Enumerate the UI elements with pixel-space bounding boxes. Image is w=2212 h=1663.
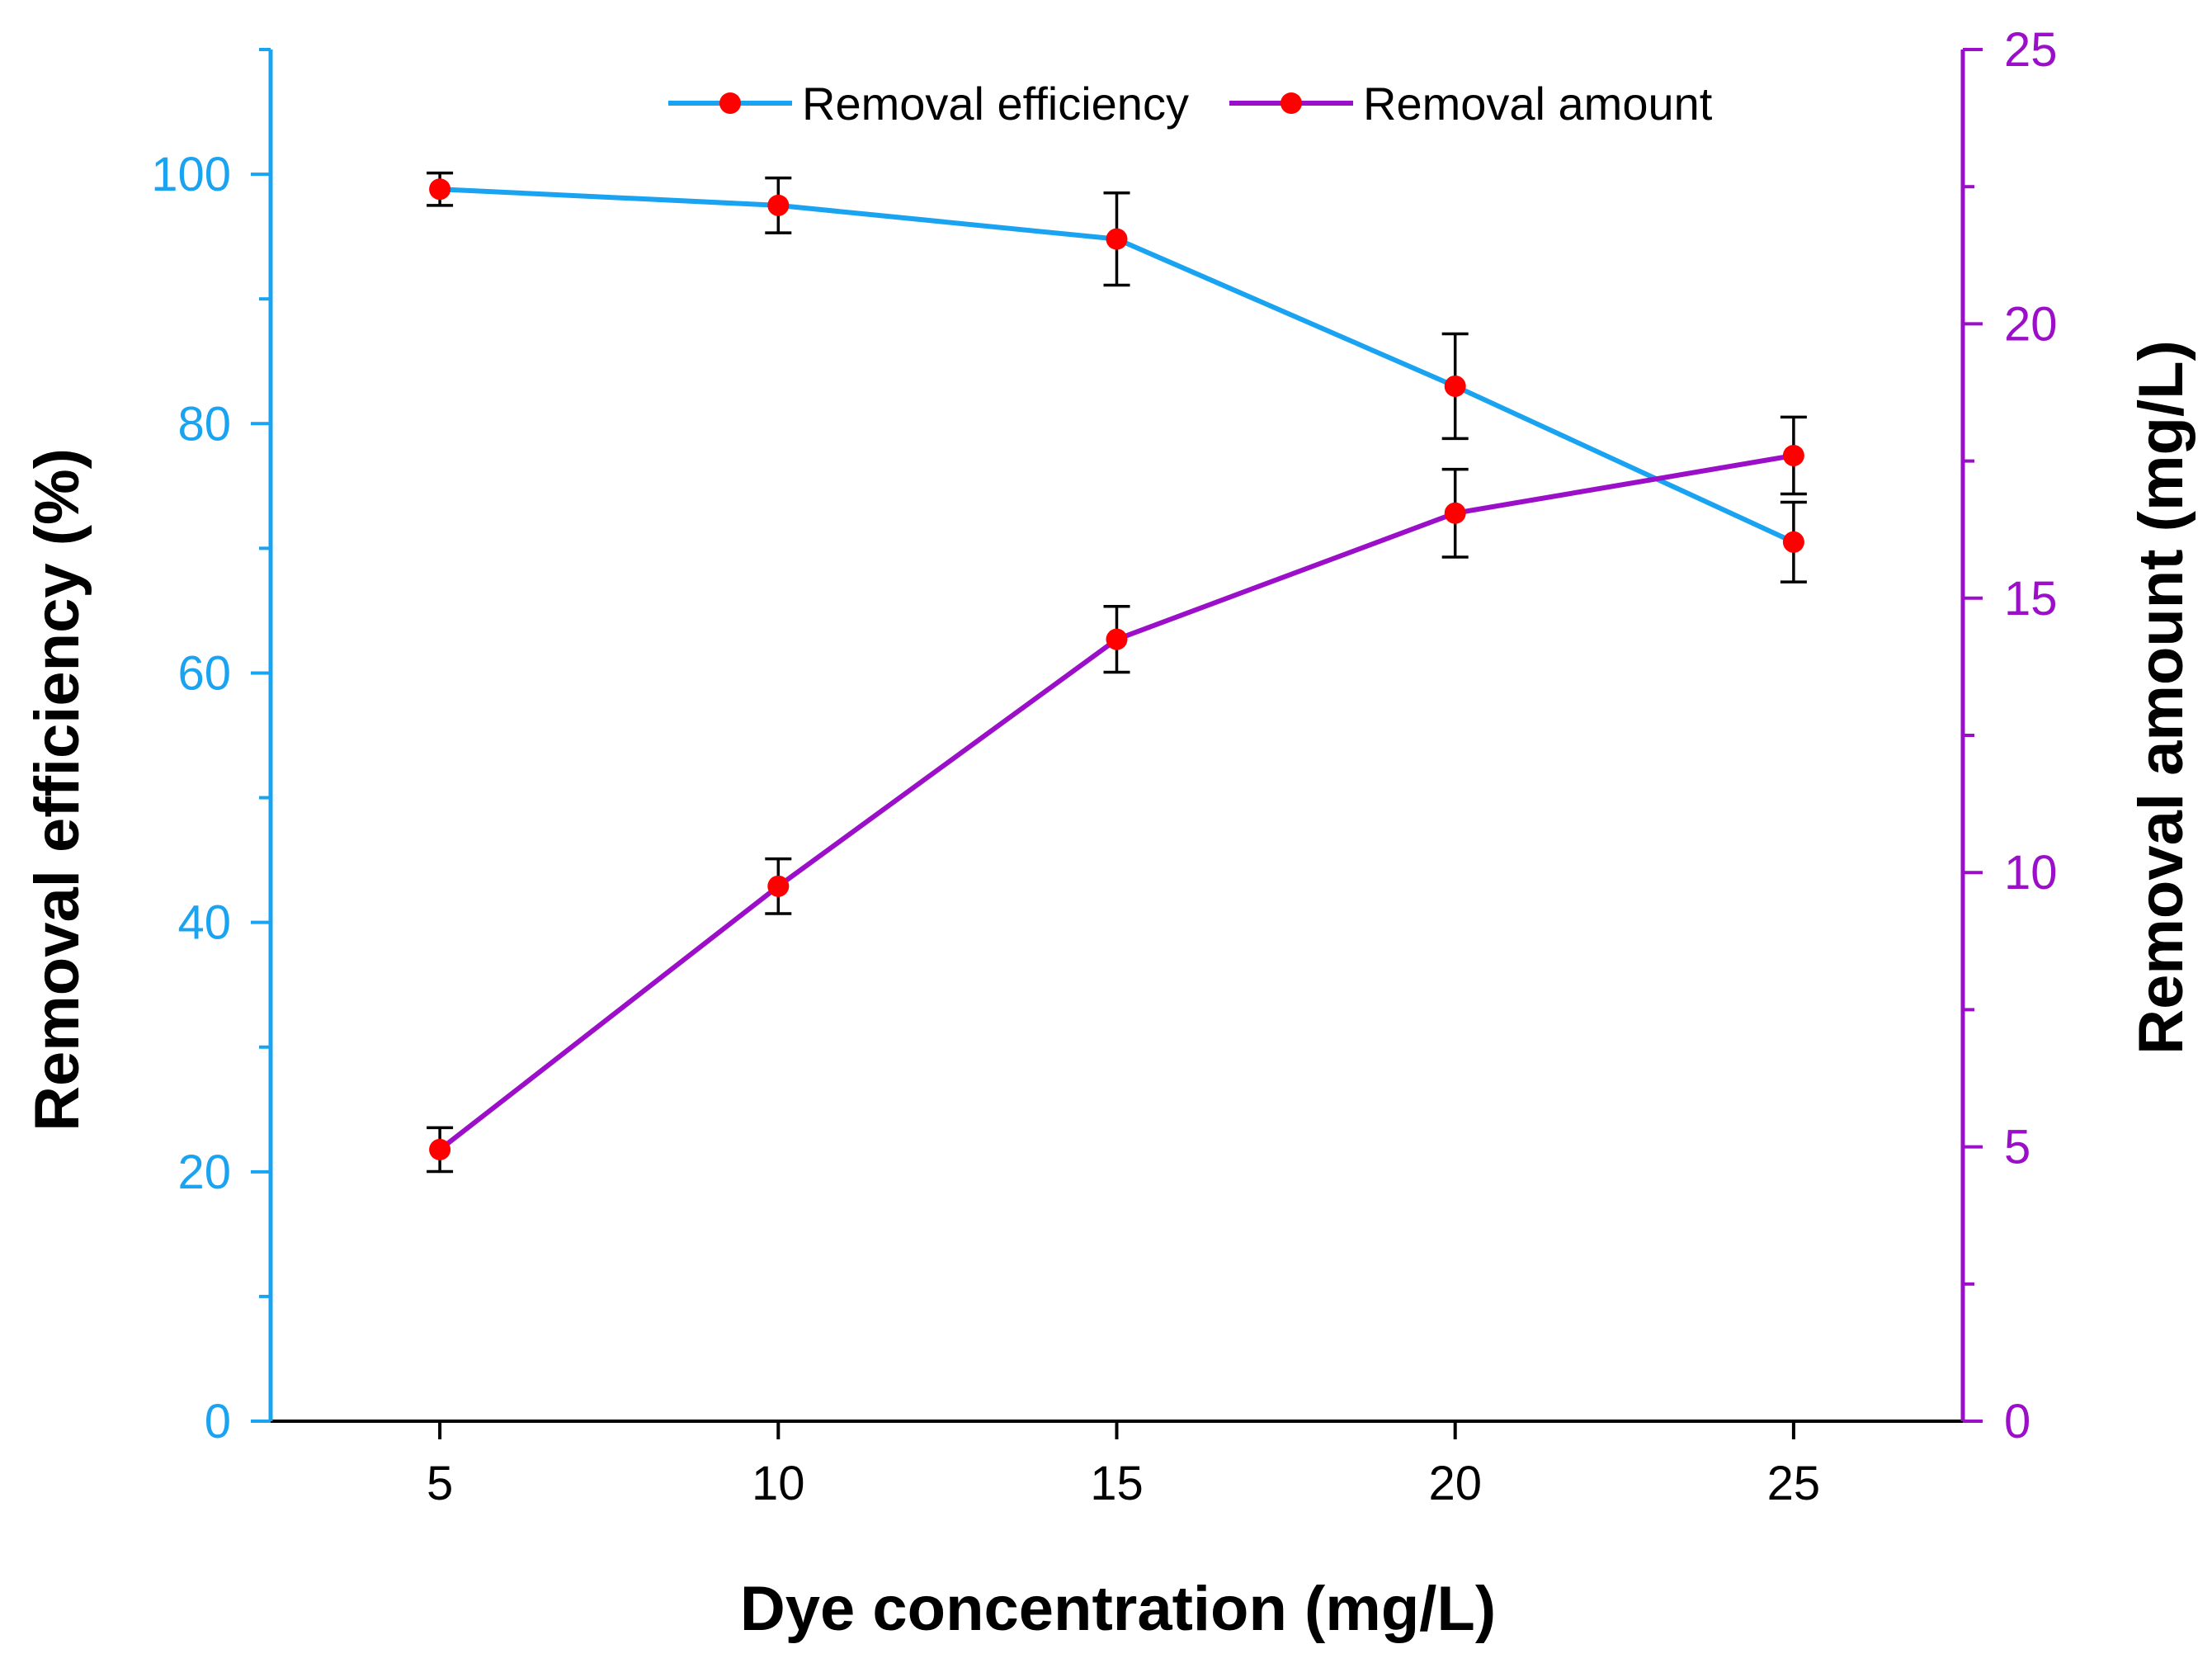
x-tick-label: 10 — [752, 1457, 805, 1510]
y-right-tick-label: 25 — [2004, 23, 2058, 77]
data-point — [1106, 628, 1128, 650]
data-point — [767, 875, 790, 897]
series-layer — [427, 171, 1807, 1174]
y-left-tick-label: 20 — [177, 1146, 231, 1199]
legend-marker-removal-amount — [1281, 92, 1302, 114]
data-point — [767, 194, 790, 216]
legend-label-removal-efficiency: Removal efficiency — [802, 78, 1189, 130]
data-point — [1106, 228, 1128, 250]
axes-layer: 5 10 15 20 25 0 20 40 60 80 100 0 5 10 15 20 25 — [151, 23, 2057, 1510]
y-right-tick-label: 15 — [2004, 572, 2058, 626]
y-right-axis-title: Removal amount (mg/L) — [2126, 340, 2196, 1055]
data-point — [1782, 531, 1804, 553]
y-right-tick-label: 0 — [2004, 1395, 2030, 1448]
x-tick-label: 20 — [1428, 1457, 1482, 1510]
series-removal-efficiency — [427, 171, 1807, 583]
y-left-tick-label: 100 — [151, 148, 231, 201]
y-left-tick-label: 40 — [177, 896, 231, 950]
y-left-tick-label: 80 — [177, 397, 231, 451]
y-left-tick-label: 0 — [205, 1395, 231, 1448]
legend-item-removal-efficiency: Removal efficiency — [668, 78, 1189, 130]
legend-marker-removal-efficiency — [719, 92, 741, 114]
data-point — [429, 1138, 451, 1160]
x-tick-label: 25 — [1767, 1457, 1821, 1510]
data-point — [1444, 502, 1466, 524]
data-point — [1444, 375, 1466, 397]
series-removal-amount — [427, 415, 1807, 1174]
y-right-tick-label: 10 — [2004, 846, 2058, 900]
data-point — [1782, 444, 1804, 466]
x-tick-label: 5 — [427, 1457, 453, 1510]
legend: Removal efficiency Removal amount — [668, 78, 1713, 130]
legend-label-removal-amount: Removal amount — [1363, 78, 1713, 130]
x-tick-label: 15 — [1090, 1457, 1144, 1510]
series-line-removal-amount — [438, 452, 1795, 1152]
y-left-tick-label: 60 — [177, 646, 231, 700]
y-right-tick-label: 5 — [2004, 1121, 2030, 1174]
legend-item-removal-amount: Removal amount — [1229, 78, 1713, 130]
x-axis-title: Dye concentration (mg/L) — [740, 1574, 1496, 1644]
y-right-tick-label: 20 — [2004, 297, 2058, 351]
y-left-axis-title: Removal efficiency (%) — [22, 448, 92, 1132]
data-point — [429, 178, 451, 201]
